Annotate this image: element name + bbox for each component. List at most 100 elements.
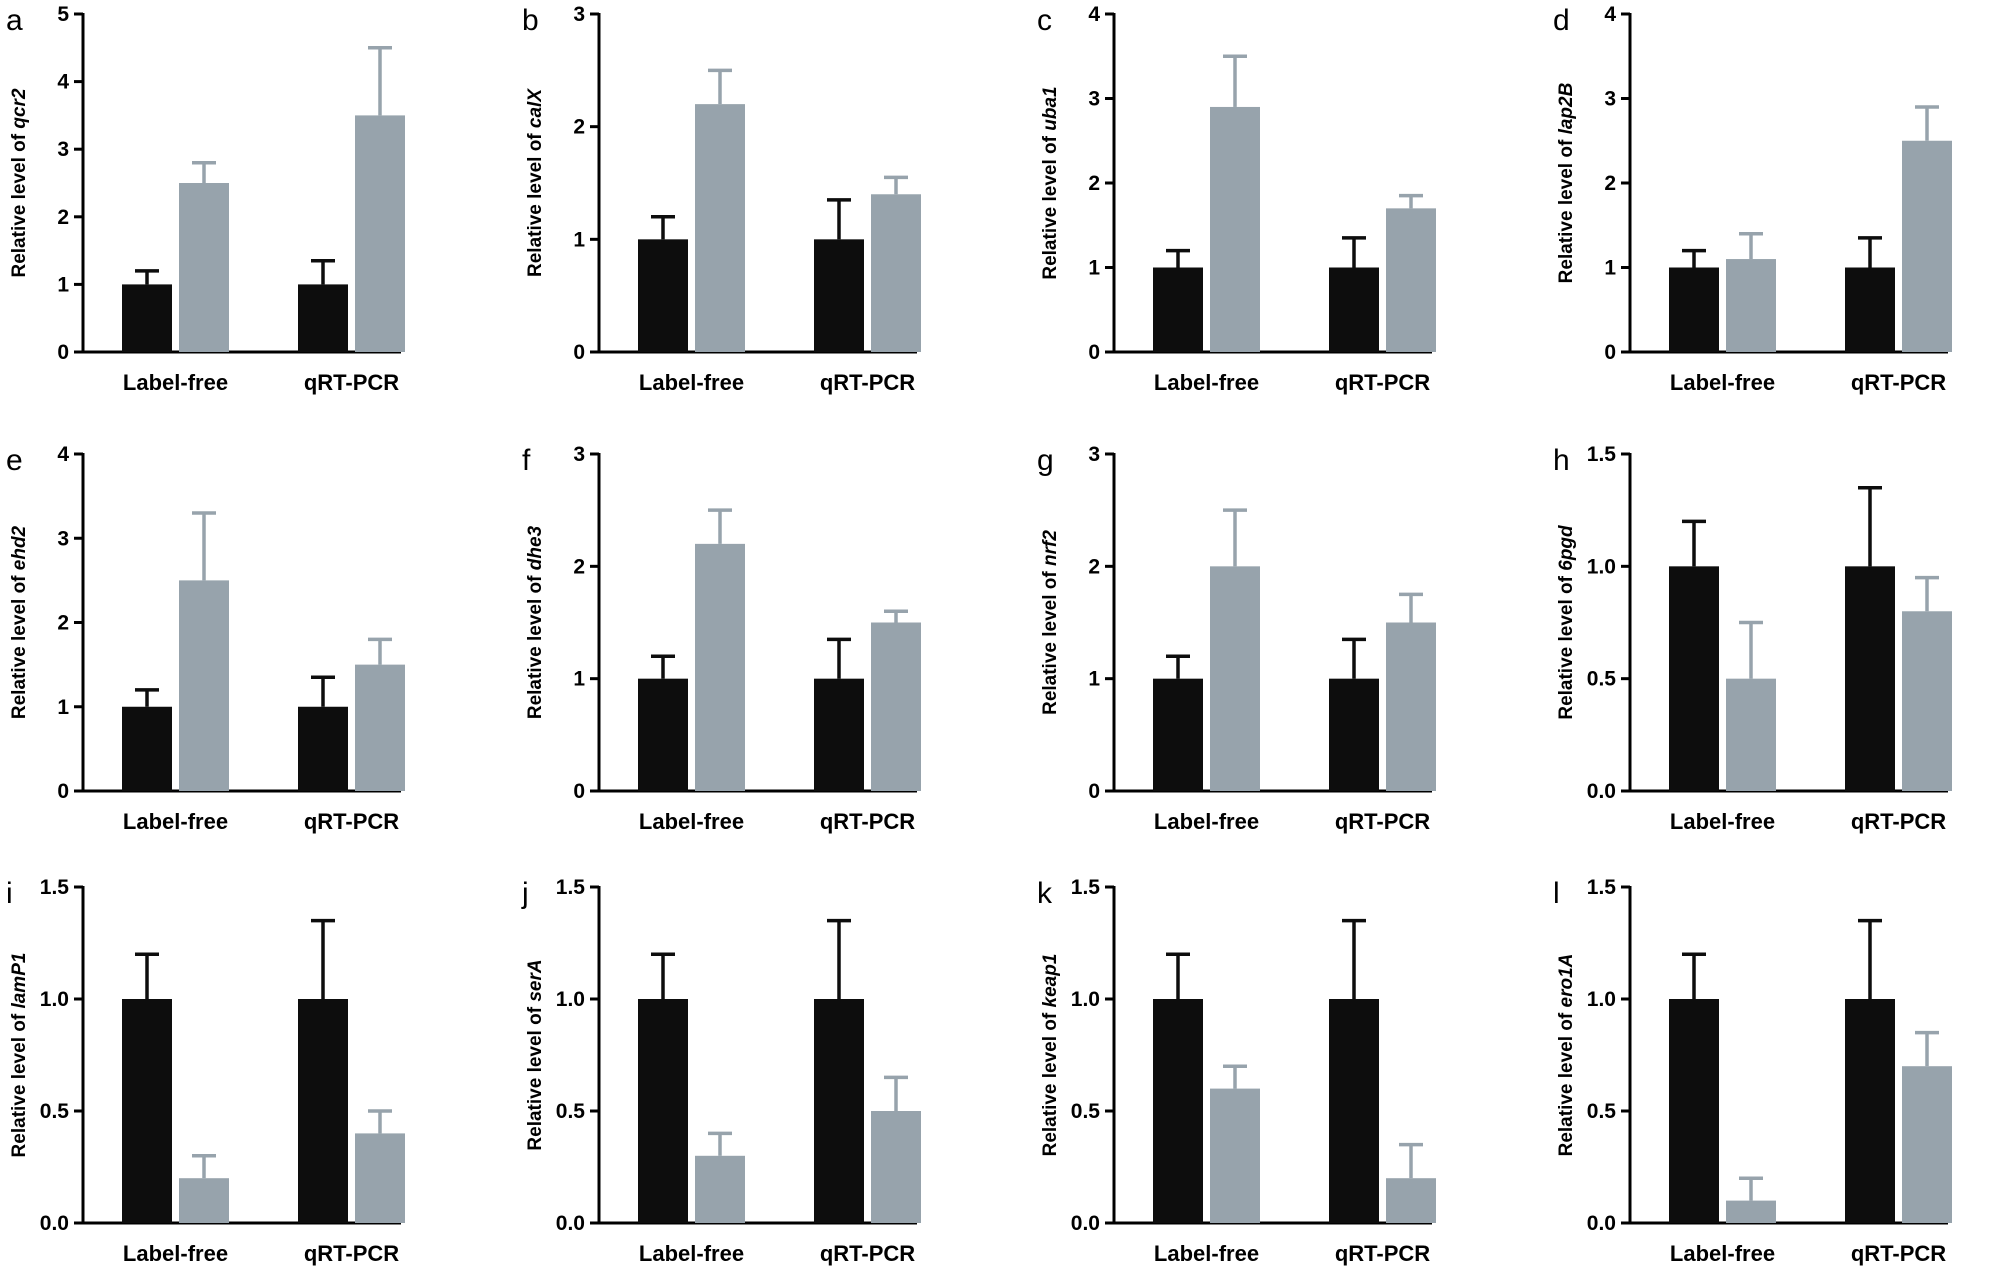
y-tick-label: 2 (1604, 172, 1616, 195)
panel-letter: j (521, 877, 529, 910)
x-category-label: qRT-PCR (304, 809, 399, 834)
bar (814, 678, 864, 791)
y-tick-label: 0 (1604, 341, 1616, 364)
y-axis-title-prefix: Relative level of (1040, 1007, 1061, 1156)
y-tick-label: 1.5 (1587, 443, 1617, 466)
bar (695, 1155, 745, 1223)
y-tick-label: 0.0 (1587, 780, 1616, 803)
panel-letter: h (1553, 444, 1570, 477)
y-tick-label: 0.0 (40, 1212, 69, 1235)
x-category-label: Label-free (1154, 370, 1259, 395)
y-tick-label: 0.5 (1587, 1100, 1617, 1123)
y-tick-label: 2 (1088, 555, 1100, 578)
bar (1726, 1200, 1776, 1223)
bar (871, 194, 921, 352)
y-axis-title: Relative level of keap1 (1040, 954, 1061, 1157)
panel-letter: g (1037, 444, 1054, 477)
y-tick-label: 0.0 (556, 1212, 585, 1235)
y-tick-label: 2 (573, 116, 585, 139)
bar (1329, 999, 1379, 1223)
bar (1726, 259, 1776, 352)
bar (1845, 999, 1895, 1223)
panel-letter: k (1037, 877, 1053, 910)
x-category-label: qRT-PCR (1335, 809, 1430, 834)
bar (355, 664, 405, 791)
y-tick-label: 0.0 (1587, 1212, 1616, 1235)
bar (1902, 611, 1952, 791)
x-category-label: Label-free (1154, 1241, 1259, 1266)
bar (638, 239, 688, 352)
bar (1902, 140, 1952, 352)
y-axis-title-prefix: Relative level of (1040, 131, 1061, 280)
bar (695, 104, 745, 352)
panel-letter: e (6, 444, 23, 477)
x-category-label: Label-free (639, 370, 744, 395)
y-tick-label: 2 (57, 206, 69, 229)
y-axis-title: Relative level of serA (525, 959, 546, 1150)
y-axis-title: Relative level of qcr2 (9, 88, 30, 277)
y-axis-title: Relative level of uba1 (1040, 86, 1061, 279)
panel-letter: c (1037, 4, 1052, 37)
y-tick-label: 4 (57, 443, 69, 466)
bar (1210, 106, 1260, 352)
panel-i: i Relative level of lamP1 0.0 0.5 1.0 1.5 Labe… (6, 876, 405, 1266)
y-axis-title-gene: 6pgd (1556, 525, 1577, 571)
bar (1669, 267, 1719, 352)
x-category-label: qRT-PCR (304, 370, 399, 395)
y-axis-title: Relative level of nrf2 (1040, 530, 1061, 715)
y-axis-title-prefix: Relative level of (9, 570, 30, 719)
bar (1153, 678, 1203, 791)
panel-d: d Relative level of lap2B 0 1 2 3 4 Label-free q… (1553, 3, 1952, 395)
y-tick-label: 1 (1088, 668, 1100, 691)
y-tick-label: 0 (1088, 780, 1100, 803)
bar (298, 706, 348, 791)
bar (122, 284, 172, 352)
y-tick-label: 0 (573, 780, 585, 803)
y-tick-label: 2 (1088, 172, 1100, 195)
panel-e: e Relative level of ehd2 0 1 2 3 4 Label-free qR… (6, 443, 405, 834)
x-category-label: qRT-PCR (1851, 809, 1946, 834)
bar (1845, 566, 1895, 791)
x-category-label: Label-free (1670, 809, 1775, 834)
panel-letter: d (1553, 4, 1570, 37)
bar (1386, 622, 1436, 791)
bar (179, 580, 229, 791)
y-axis-title-prefix: Relative level of (1556, 571, 1577, 720)
y-tick-label: 0 (573, 341, 585, 364)
panel-f: f Relative level of dhe3 0 1 2 3 Label-free qRT… (522, 443, 921, 834)
panel-letter: b (522, 4, 539, 37)
y-axis-title-prefix: Relative level of (525, 1002, 546, 1151)
y-axis-title: Relative level of 6pgd (1556, 525, 1577, 720)
y-axis-title-gene: dhe3 (525, 525, 546, 570)
y-axis-title-prefix: Relative level of (9, 1009, 30, 1158)
y-axis-title-gene: nrf2 (1040, 530, 1061, 566)
y-axis-title-gene: ehd2 (9, 525, 30, 570)
x-category-label: Label-free (1670, 1241, 1775, 1266)
y-tick-label: 0 (57, 780, 69, 803)
y-tick-label: 0 (57, 341, 69, 364)
y-tick-label: 1.0 (1071, 988, 1100, 1011)
y-axis-title: Relative level of ero1A (1556, 954, 1577, 1157)
bar (814, 999, 864, 1223)
y-tick-label: 3 (1088, 88, 1100, 111)
y-tick-label: 1.5 (40, 876, 70, 899)
bar (355, 115, 405, 353)
y-axis-title-gene: uba1 (1040, 86, 1061, 130)
bar (695, 543, 745, 791)
y-axis-title-gene: lap2B (1556, 82, 1577, 134)
y-tick-label: 0.5 (1587, 668, 1617, 691)
bar (1386, 1178, 1436, 1223)
panel-c: c Relative level of uba1 0 1 2 3 4 Label-free qR… (1037, 3, 1436, 395)
y-tick-label: 3 (57, 138, 69, 161)
panel-letter: l (1553, 877, 1560, 910)
x-category-label: qRT-PCR (820, 370, 915, 395)
bar (298, 284, 348, 352)
bar (179, 183, 229, 352)
y-axis-title-gene: calX (525, 88, 546, 128)
y-axis-title-prefix: Relative level of (9, 129, 30, 278)
y-tick-label: 1.5 (1587, 876, 1617, 899)
x-category-label: Label-free (123, 809, 228, 834)
y-tick-label: 1 (1604, 257, 1616, 280)
y-tick-label: 3 (1604, 88, 1616, 111)
